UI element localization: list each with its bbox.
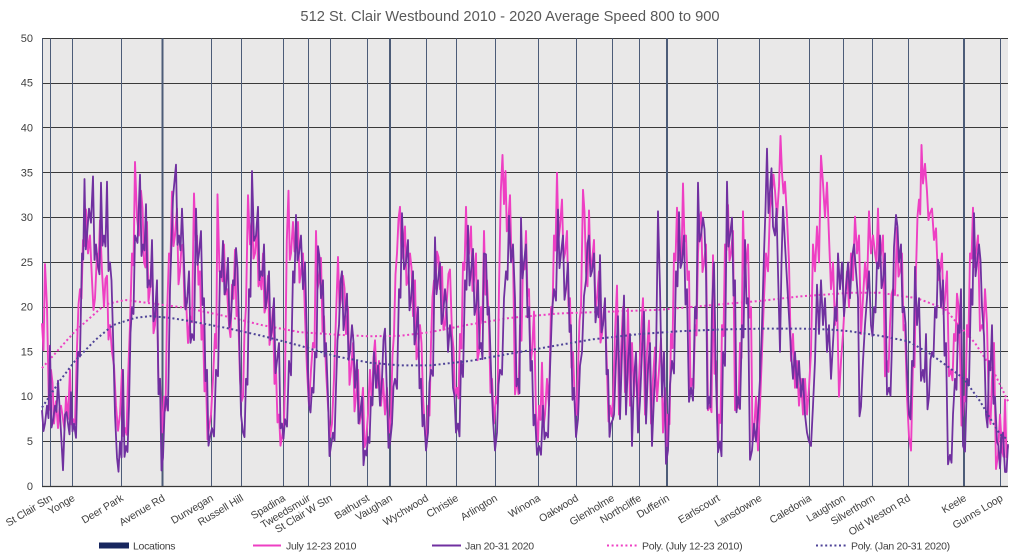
svg-text:25: 25 bbox=[21, 257, 33, 269]
svg-text:Locations: Locations bbox=[133, 541, 175, 553]
svg-text:Jan 20-31 2020: Jan 20-31 2020 bbox=[465, 541, 534, 553]
svg-text:Poly. (July 12-23 2010): Poly. (July 12-23 2010) bbox=[642, 541, 742, 553]
svg-text:0: 0 bbox=[27, 481, 33, 493]
svg-text:July 12-23 2010: July 12-23 2010 bbox=[286, 541, 357, 553]
svg-text:35: 35 bbox=[21, 167, 33, 179]
svg-text:512 St. Clair Westbound 2010 -: 512 St. Clair Westbound 2010 - 2020 Aver… bbox=[300, 9, 719, 25]
svg-text:50: 50 bbox=[21, 33, 33, 45]
svg-text:Poly. (Jan 20-31 2020): Poly. (Jan 20-31 2020) bbox=[851, 541, 950, 553]
svg-text:15: 15 bbox=[21, 346, 33, 358]
svg-text:40: 40 bbox=[21, 123, 33, 135]
svg-text:5: 5 bbox=[27, 436, 33, 448]
svg-text:10: 10 bbox=[21, 391, 33, 403]
svg-text:20: 20 bbox=[21, 302, 33, 314]
svg-text:30: 30 bbox=[21, 212, 33, 224]
svg-text:45: 45 bbox=[21, 78, 33, 90]
